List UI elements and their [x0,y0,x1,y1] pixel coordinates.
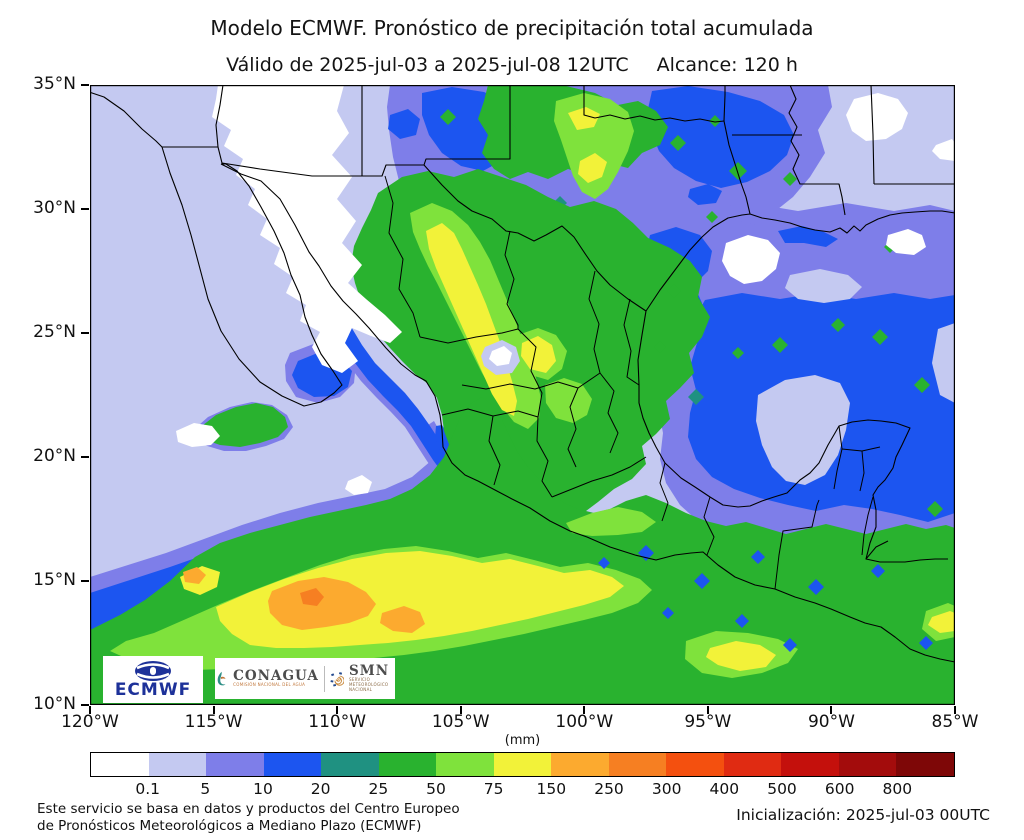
lavender-patches [481,269,955,485]
colorbar-tick-label: 500 [767,780,797,798]
colorbar-segment [896,753,954,776]
colorbar-tick-label: 20 [310,780,331,798]
colorbar-tick-label: 150 [536,780,567,798]
smn-logo-icon [329,671,344,687]
source-line-2: de Pronósticos Meteorológicos a Mediano … [37,818,422,834]
colorbar-tick-label: 800 [882,780,913,798]
colorbar-tick-label: 50 [426,780,446,798]
lon-tick-label: 105°W [431,712,490,732]
colorbar-tick-label: 0.1 [135,780,160,798]
orange-regions [183,567,425,633]
mexico-state-borders [384,175,889,590]
lon-tick-mark [212,706,215,714]
colorbar-tick-label: 300 [651,780,682,798]
precipitation-map-canvas [90,85,955,705]
logo-divider [323,665,325,692]
colorbar-segment [666,753,724,776]
lon-tick-label: 100°W [555,712,614,732]
lon-tick-label: 85°W [931,712,979,732]
colorbar-segment [321,753,379,776]
us-border-and-states [162,85,955,312]
lat-tick-label: 10°N [33,694,76,714]
lat-tick-label: 25°N [33,322,76,342]
colorbar-unit-label: (mm) [504,733,541,748]
colorbar-tick-label: 25 [368,780,389,798]
colorbar-tick-label: 600 [824,780,855,798]
lon-tick-mark [89,706,91,714]
lat-tick-mark [81,704,89,706]
lat-tick-mark [81,332,89,334]
lat-tick-mark [81,580,89,582]
dark-orange-region [300,588,324,606]
initialization-label: Inicialización: 2025-jul-03 00UTC [736,806,990,824]
colorbar-segment [436,753,494,776]
colorbar-segment [91,753,149,776]
lat-tick-mark [81,84,89,86]
colorbar-segment [551,753,609,776]
ecmwf-logo-icon [135,661,171,681]
lat-tick-label: 15°N [33,570,76,590]
colorbar-segment [378,753,437,776]
page-title: Modelo ECMWF. Pronóstico de precipitació… [210,16,814,40]
colorbar-segment [608,753,667,776]
conagua-logo-label: CONAGUA [233,668,319,685]
lat-tick-mark [81,208,89,210]
map-frame [90,85,955,705]
validity-subtitle: Válido de 2025-jul-03 a 2025-jul-08 12UT… [0,54,1024,76]
colorbar-segment [263,753,322,776]
lon-tick-label: 95°W [684,712,732,732]
lat-tick-label: 35°N [33,74,76,94]
conagua-smn-logo: CONAGUA COMISIÓN NACIONAL DEL AGUA SMN S… [215,658,395,699]
smn-logo-label: SMN [349,663,390,680]
colorbar-tick-label: 75 [483,780,504,798]
blue-specks [598,545,933,652]
lon-tick-mark [954,706,956,714]
smn-logo-text: SMN SERVICIO METEOROLÓGICO NACIONAL [349,664,395,693]
colorbar-tick-label: 400 [709,780,740,798]
lon-tick-mark [583,706,586,714]
source-attribution: Este servicio se basa en datos y product… [37,801,460,835]
colorbar-segment [493,753,552,776]
lat-tick-mark [81,456,89,458]
conagua-logo-text: CONAGUA COMISIÓN NACIONAL DEL AGUA [233,669,319,688]
white-dry-regions [176,85,955,495]
alcance-text: Alcance: 120 h [656,54,798,76]
conagua-logo-icon [217,671,226,685]
conagua-logo-subtitle: COMISIÓN NACIONAL DEL AGUA [233,682,306,688]
smn-logo-subtitle: SERVICIO METEOROLÓGICO NACIONAL [349,677,389,692]
colorbar-segment [723,753,782,776]
ecmwf-logo: ECMWF [103,656,203,703]
lon-tick-label: 115°W [184,712,243,732]
colorbar-segment [838,753,897,776]
lon-tick-mark [336,706,339,714]
lat-tick-label: 30°N [33,198,76,218]
colorbar-segment [148,753,207,776]
ecmwf-logo-label: ECMWF [114,680,192,700]
coastline [90,91,955,663]
colorbar-segment [781,753,839,776]
colorbar-tick-label: 250 [594,780,624,798]
precipitation-map: ECMWF CONAGUA COMISIÓN NACIONAL DEL AGUA… [90,85,955,705]
lon-tick-mark [459,706,462,714]
colorbar-tick-label: 5 [200,780,211,798]
lon-tick-label: 110°W [308,712,367,732]
colorbar [90,752,955,777]
lon-tick-mark [830,706,833,714]
lon-tick-label: 90°W [807,712,855,732]
colorbar-segment [206,753,264,776]
lat-tick-label: 20°N [33,446,76,466]
valid-range-text: Válido de 2025-jul-03 a 2025-jul-08 12UT… [226,54,629,76]
lon-tick-label: 120°W [61,712,119,732]
source-line-1: Este servicio se basa en datos y product… [37,801,460,817]
lon-tick-mark [706,706,709,714]
colorbar-tick-label: 10 [253,780,273,798]
